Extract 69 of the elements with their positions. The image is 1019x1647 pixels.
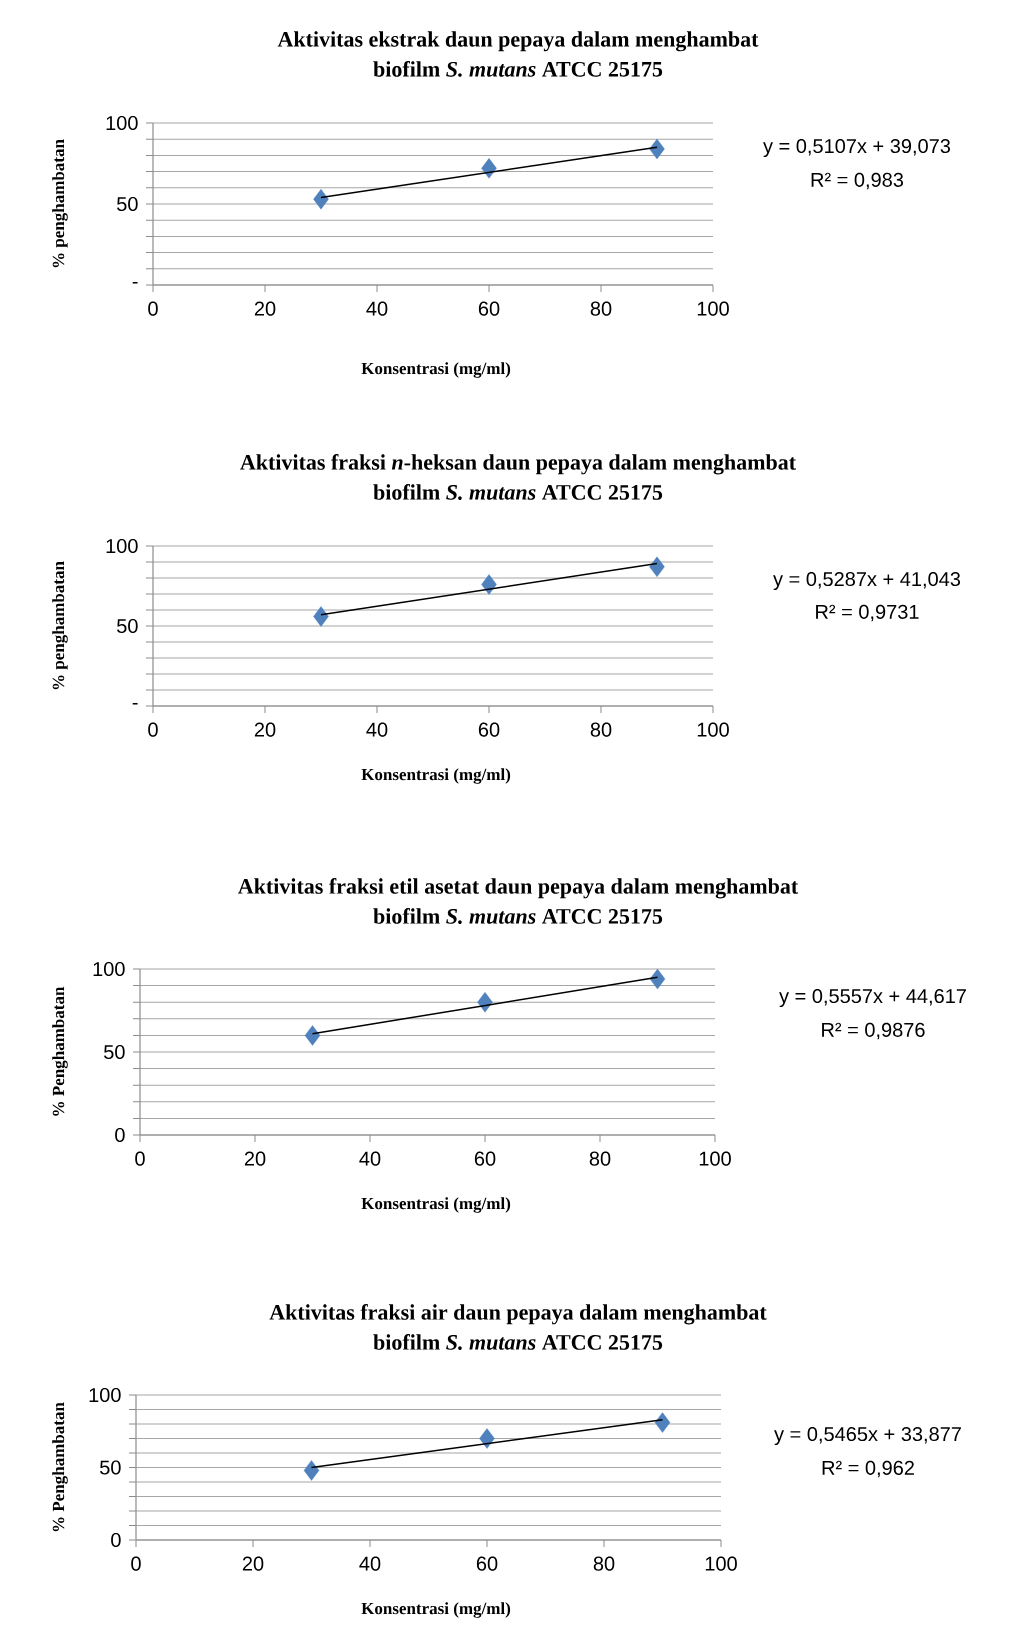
x-tick-label: 0 bbox=[148, 722, 158, 737]
y-tick-label: 0 bbox=[111, 1532, 121, 1548]
text: R² = 0,9876 bbox=[822, 1022, 925, 1040]
x-tick-label: 100 bbox=[697, 301, 729, 316]
chart-title: Aktivitas fraksi n-heksan daun pepaya dalam menghambat bbox=[240, 454, 796, 475]
point bbox=[649, 138, 665, 160]
chart-title: Aktivitas fraksi air daun pepaya dalam menghambat bbox=[269, 1304, 767, 1325]
x-tick-label: 20 bbox=[242, 1556, 264, 1571]
x-tick-label: 100 bbox=[697, 722, 729, 737]
x-tick-label: 0 bbox=[148, 301, 158, 316]
text: y = 0,5465x + 33,877 bbox=[774, 1426, 961, 1446]
x-axis-title: Konsentrasi (mg/ml) bbox=[361, 1197, 511, 1213]
x-tick-label: 80 bbox=[589, 1151, 611, 1166]
x-tick-label: 20 bbox=[244, 1151, 266, 1166]
y-axis-title: % Penghambatan bbox=[52, 1402, 68, 1532]
y-tick-label: 50 bbox=[117, 196, 138, 212]
text: R² = 0,9731 bbox=[816, 604, 919, 622]
x-axis-title: Konsentrasi (mg/ml) bbox=[361, 768, 511, 784]
point bbox=[481, 158, 497, 179]
y-tick-label: 50 bbox=[104, 1044, 125, 1060]
y-axis-title: % penghambatan bbox=[52, 561, 68, 690]
x-tick-label: 60 bbox=[476, 1556, 498, 1571]
text: R² = 0,983 bbox=[811, 172, 904, 190]
y-tick-label: 50 bbox=[117, 618, 138, 634]
text: y = 0,5287x + 41,043 bbox=[773, 571, 961, 591]
chart-title: Aktivitas ekstrak daun pepaya dalam menghambat bbox=[277, 31, 759, 52]
point bbox=[481, 574, 497, 595]
point bbox=[313, 606, 329, 627]
y-tick-label: 100 bbox=[106, 538, 138, 554]
x-tick-label: 100 bbox=[705, 1556, 737, 1571]
y-tick-label: 0 bbox=[115, 1127, 125, 1143]
chart-subtitle: biofilm S. mutans ATCC 25175 bbox=[373, 908, 663, 924]
chart-title: Aktivitas fraksi etil asetat daun pepaya dalam menghambat bbox=[238, 878, 799, 899]
y-axis-title: % Penghambatan bbox=[52, 986, 68, 1116]
x-tick-label: 40 bbox=[359, 1151, 381, 1166]
text: R² = 0,962 bbox=[822, 1460, 914, 1478]
point bbox=[479, 1428, 495, 1449]
x-tick-label: 40 bbox=[366, 722, 388, 737]
x-tick-label: 100 bbox=[699, 1151, 731, 1166]
y-tick-label: 50 bbox=[100, 1460, 121, 1475]
point bbox=[654, 1412, 671, 1433]
x-axis-title: Konsentrasi (mg/ml) bbox=[361, 362, 511, 378]
x-tick-label: 20 bbox=[254, 301, 276, 316]
point bbox=[303, 1460, 320, 1481]
y-axis-title: % penghambatan bbox=[52, 139, 68, 268]
x-axis-title: Konsentrasi (mg/ml) bbox=[361, 1602, 511, 1618]
x-tick-label: 60 bbox=[474, 1151, 496, 1166]
chart-subtitle: biofilm S. mutans ATCC 25175 bbox=[373, 1334, 663, 1350]
text: y = 0,5557x + 44,617 bbox=[779, 988, 966, 1008]
x-tick-label: 80 bbox=[593, 1556, 615, 1571]
x-tick-label: 80 bbox=[590, 722, 612, 737]
chart-subtitle: biofilm S. mutans ATCC 25175 bbox=[373, 60, 663, 77]
y-tick-label: 100 bbox=[106, 115, 138, 131]
y-tick-label: - bbox=[132, 702, 138, 705]
x-tick-label: 40 bbox=[366, 301, 388, 316]
x-tick-label: 40 bbox=[359, 1556, 381, 1571]
chart-subtitle: biofilm S. mutans ATCC 25175 bbox=[373, 484, 663, 500]
point bbox=[649, 968, 666, 990]
x-tick-label: 80 bbox=[590, 301, 612, 316]
y-tick-label: - bbox=[132, 281, 138, 284]
x-tick-label: 20 bbox=[254, 722, 276, 737]
y-tick-label: 100 bbox=[89, 1387, 121, 1403]
point bbox=[649, 556, 665, 578]
x-tick-label: 60 bbox=[478, 722, 500, 737]
point bbox=[313, 188, 329, 210]
point bbox=[304, 1025, 321, 1046]
y-tick-label: 100 bbox=[93, 961, 125, 977]
x-tick-label: 60 bbox=[478, 301, 500, 316]
text: y = 0,5107x + 39,073 bbox=[763, 138, 951, 158]
